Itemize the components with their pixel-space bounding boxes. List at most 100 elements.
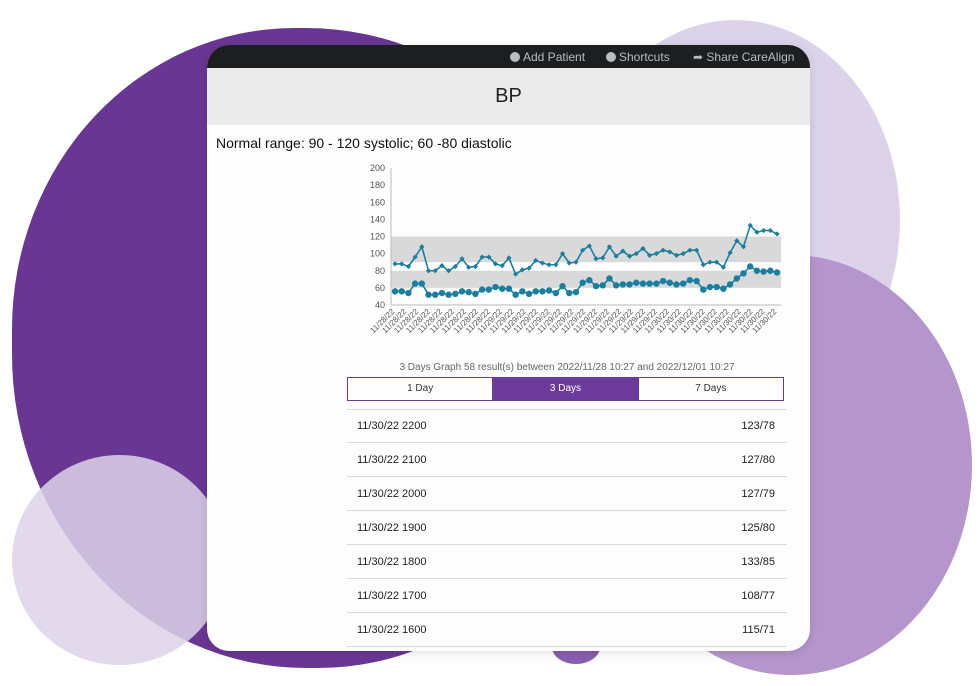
diastolic-point [586,276,593,284]
y-tick-label: 100 [370,249,385,259]
systolic-point [767,227,773,234]
diastolic-point [411,280,419,287]
diastolic-point [425,291,432,298]
diastolic-point [405,289,412,297]
result-time: 11/30/22 1600 [357,623,427,636]
systolic-point [580,247,586,253]
systolic-point [667,249,673,255]
diastolic-point [452,290,459,298]
result-value: 125/80 [741,521,775,534]
share-link[interactable]: ➦ Share CareAlign [693,50,794,64]
systolic-point [727,250,733,256]
systolic-point [700,262,706,268]
diastolic-point [532,288,539,295]
systolic-point [506,255,512,261]
diastolic-point [713,283,720,291]
list-item[interactable]: 11/30/22 2200 123/78 [347,409,787,443]
result-value: 115/71 [742,623,775,636]
diastolic-point [472,290,479,298]
page-title: BP [495,85,522,107]
result-time: 11/30/22 1800 [357,555,427,568]
result-value: 123/78 [741,420,775,432]
diastolic-point [659,277,667,285]
share-label: Share CareAlign [706,50,795,64]
result-value: 127/79 [741,487,775,500]
list-item[interactable]: 11/30/22 2100 127/80 [347,443,787,477]
diastolic-point [633,279,640,286]
result-time: 11/30/22 2200 [357,420,427,432]
normal-range-band [391,236,781,263]
list-item[interactable]: 11/30/22 2000 127/79 [347,477,787,511]
diastolic-point [679,280,687,287]
systolic-point [707,259,713,265]
systolic-point [573,259,579,265]
diastolic-point [592,282,600,290]
y-tick-label: 200 [370,163,385,173]
diastolic-point [733,275,740,282]
y-tick-label: 60 [375,283,385,293]
diastolic-point [505,285,513,292]
systolic-point [734,238,740,244]
diastolic-point [646,280,653,287]
result-time: 11/30/22 2100 [357,453,427,466]
diastolic-point [760,268,767,275]
range-tabs: 1 Day 3 Days 7 Days [347,377,784,401]
tab-3-days[interactable]: 3 Days [492,378,638,400]
add-patient-link[interactable]: Add Patient [510,50,585,64]
systolic-point [466,264,472,270]
result-time: 11/30/22 2000 [357,487,427,500]
tab-1-day[interactable]: 1 Day [407,383,434,394]
tab-7-days[interactable]: 7 Days [637,378,783,400]
list-item[interactable]: 11/30/22 1900 125/80 [347,511,787,545]
systolic-point [714,259,720,265]
diastolic-point [485,286,493,293]
top-nav-bar: Add Patient Shortcuts ➦ Share CareAlign [207,45,810,68]
result-value: 127/80 [741,453,775,466]
systolic-point [740,244,747,250]
y-tick-label: 160 [370,197,385,207]
diastolic-point [693,277,700,285]
add-patient-label: Add Patient [523,50,586,64]
systolic-point [405,263,412,270]
systolic-point [693,247,700,253]
systolic-point [392,261,398,267]
diastolic-point [465,288,472,296]
systolic-point [620,248,626,254]
list-item[interactable]: 11/30/22 1700 108/77 [347,579,787,613]
systolic-point [452,263,458,270]
diastolic-point [773,269,781,276]
diastolic-point [458,288,466,295]
systolic-point [613,253,619,259]
y-tick-label: 40 [375,300,385,310]
diastolic-point [753,267,761,274]
plus-circle-icon [510,52,520,62]
diastolic-point [720,285,727,292]
diastolic-point [545,287,553,294]
systolic-point [546,262,552,268]
systolic-point [539,260,546,266]
systolic-point [432,268,438,274]
systolic-point [633,251,639,257]
diastolic-point [391,288,399,295]
systolic-point [472,263,479,270]
bp-chart: 40608010012014016018020011/28/2211/28/22… [368,163,781,335]
diastolic-point [612,282,620,289]
systolic-point [720,264,726,270]
list-item[interactable]: 11/30/22 1600 115/71 [347,613,787,647]
systolic-point [647,252,653,258]
systolic-point [754,229,760,235]
systolic-point [425,268,432,274]
results-list: 11/30/22 2200 123/78 11/30/22 2100 127/80 … [347,409,787,647]
diastolic-point [432,291,439,298]
systolic-point [600,255,606,261]
diastolic-point [492,283,499,291]
shortcuts-link[interactable]: Shortcuts [606,50,670,64]
question-circle-icon [606,52,616,62]
y-tick-label: 180 [370,180,385,190]
systolic-point [640,245,646,252]
diastolic-point [666,279,673,286]
diastolic-point [552,289,560,297]
list-item[interactable]: 11/30/22 1800 133/85 [347,545,787,579]
y-tick-label: 120 [370,232,385,242]
diastolic-point [653,280,660,287]
